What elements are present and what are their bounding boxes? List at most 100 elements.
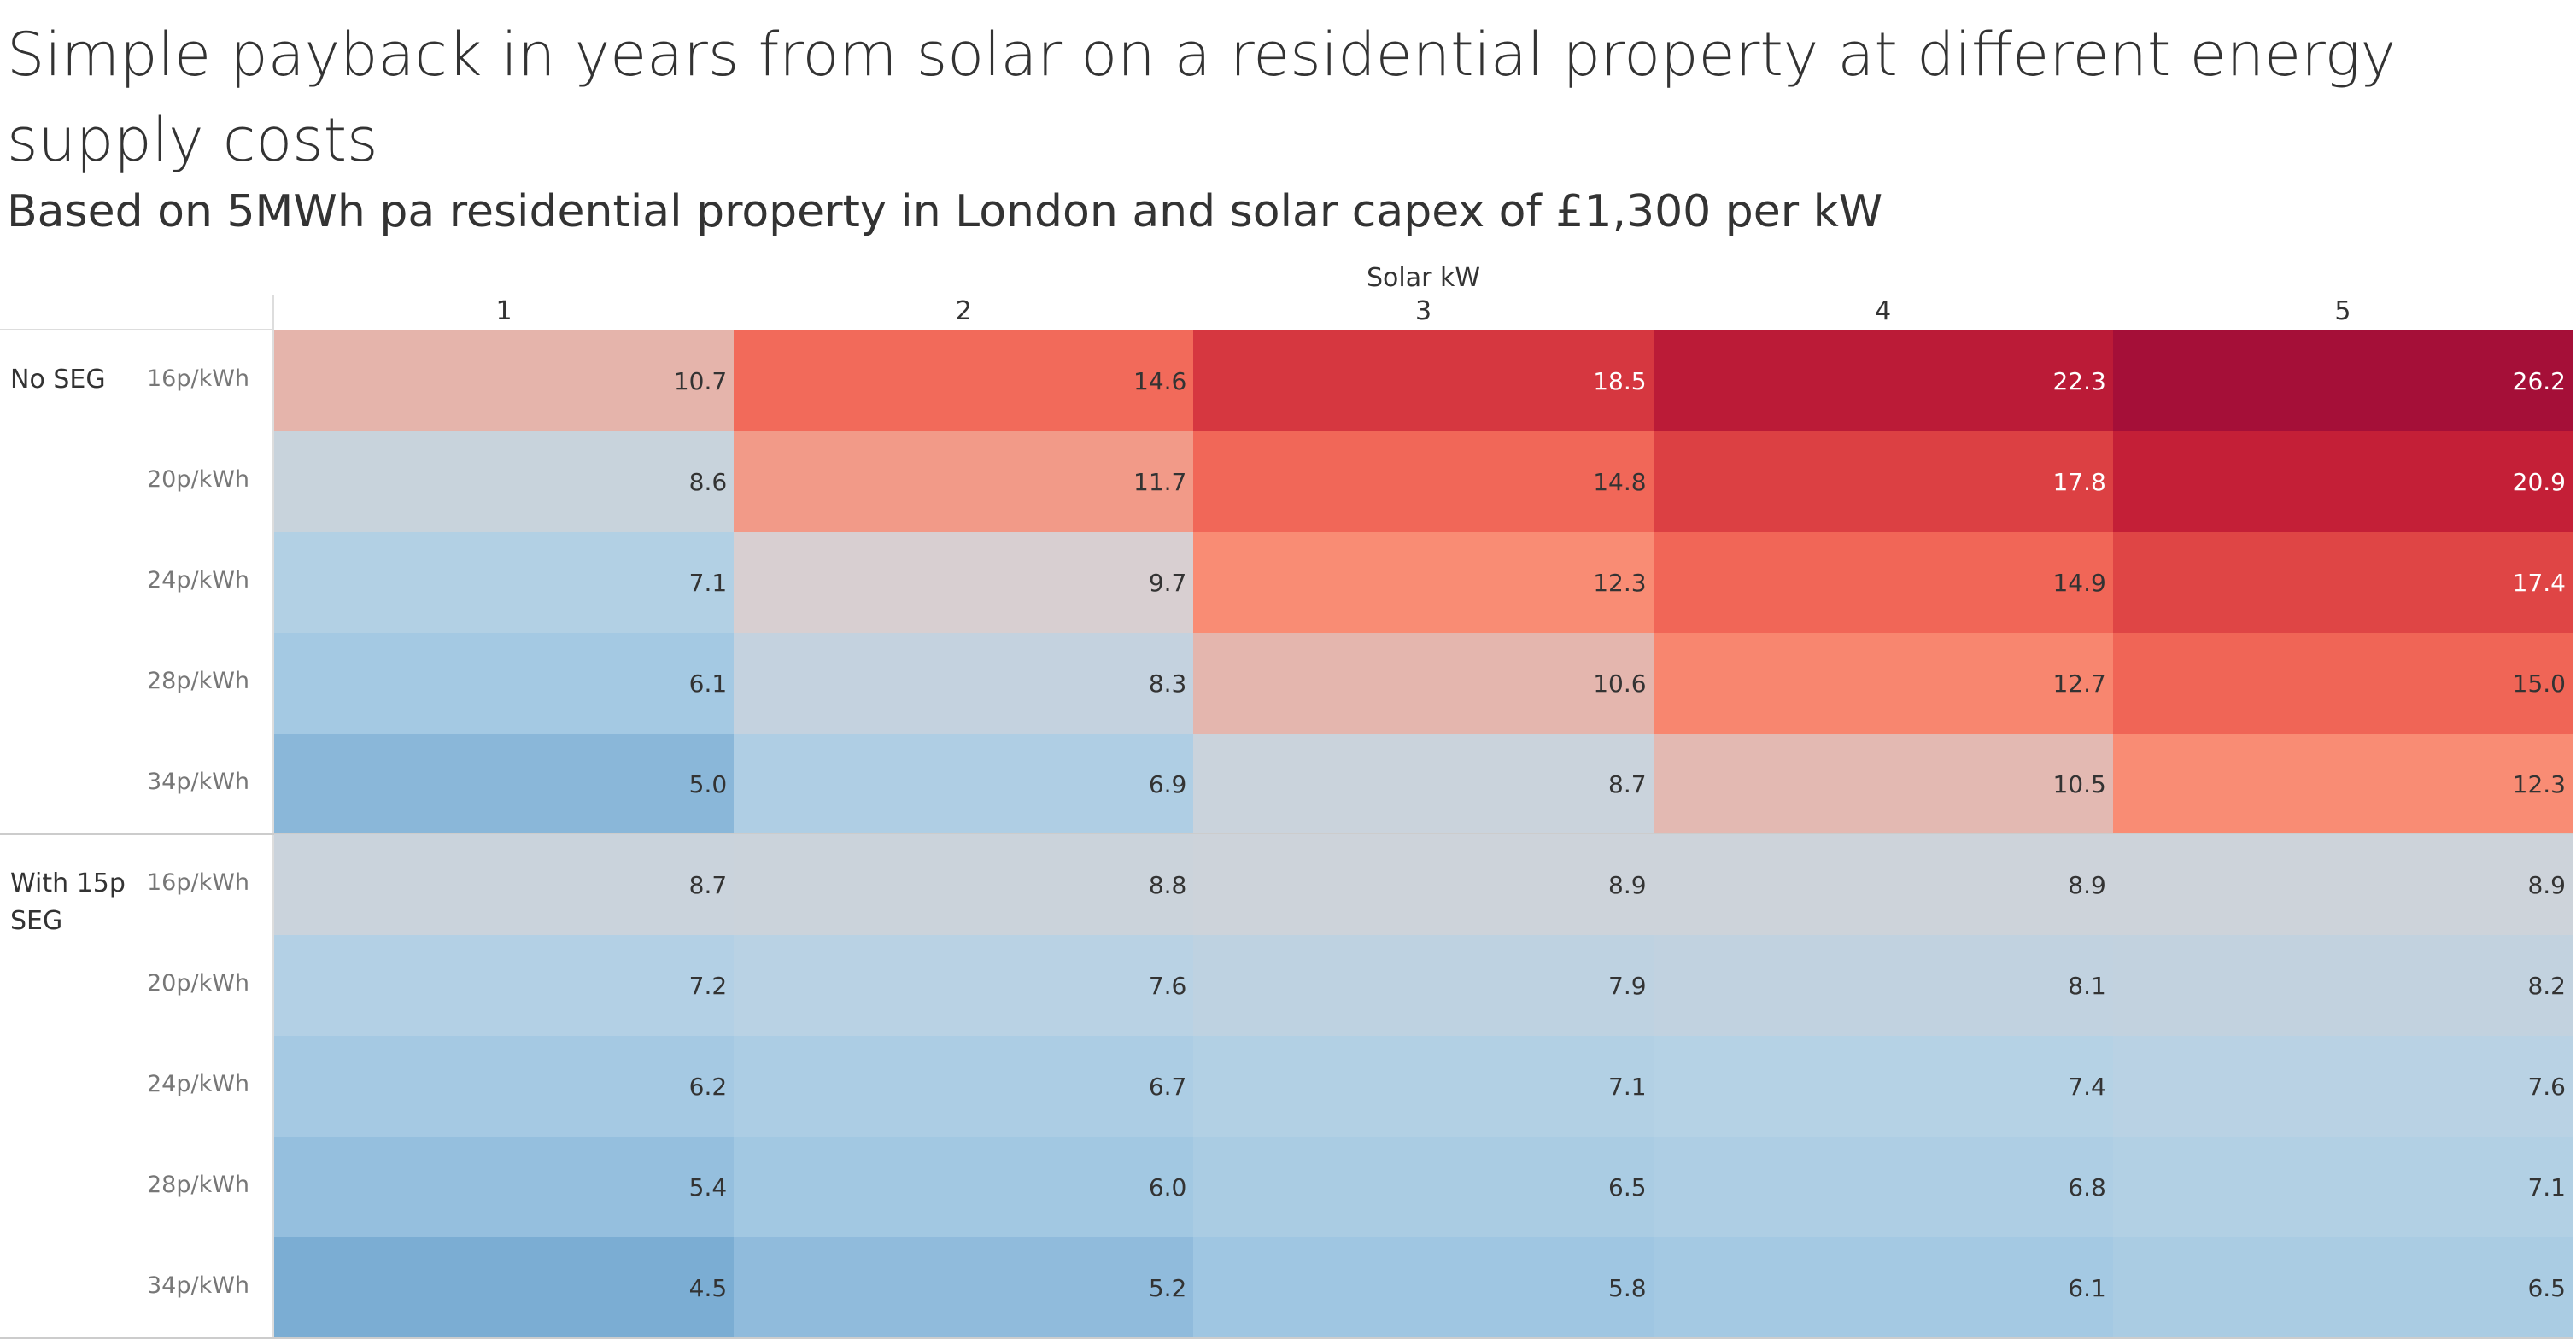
heatmap-cell: 5.8 <box>1193 1237 1654 1338</box>
value-label: 6.7 <box>1148 1072 1187 1101</box>
value-label: 5.8 <box>1608 1273 1647 1302</box>
heatmap-cell: 14.9 <box>1653 532 2113 633</box>
value-label: 12.3 <box>1593 568 1647 597</box>
value-label: 7.1 <box>1608 1072 1647 1101</box>
value-label: 6.0 <box>1148 1172 1187 1202</box>
value-label: 7.6 <box>1148 971 1187 1000</box>
column-header: 5 <box>2334 296 2351 326</box>
heatmap-cell: 6.1 <box>274 633 735 734</box>
heatmap-cell: 8.9 <box>1653 834 2113 935</box>
heatmap-cell: 7.6 <box>734 935 1194 1036</box>
heatmap-cell: 12.3 <box>2112 734 2573 834</box>
row-label: 34p/kWh <box>147 769 250 795</box>
heatmap-cell: 6.2 <box>274 1036 735 1137</box>
chart-title: Simple payback in years from solar on a … <box>7 20 2397 175</box>
row-label: 20p/kWh <box>147 466 250 493</box>
heatmap-cell: 7.1 <box>2112 1137 2573 1237</box>
value-label: 8.7 <box>688 870 728 899</box>
row-label: 24p/kWh <box>147 1071 250 1097</box>
value-label: 6.2 <box>688 1072 728 1101</box>
row-label: 16p/kWh <box>147 365 250 392</box>
heatmap-cell: 8.9 <box>1193 834 1654 935</box>
heatmap-cell: 15.0 <box>2112 633 2573 734</box>
heatmap-cell: 26.2 <box>2112 330 2573 431</box>
value-label: 20.9 <box>2512 467 2566 496</box>
value-label: 8.1 <box>2068 971 2106 1000</box>
column-header: 2 <box>955 296 972 326</box>
heatmap-cell: 11.7 <box>734 431 1194 532</box>
heatmap-cell: 7.1 <box>1193 1036 1654 1137</box>
value-label: 15.0 <box>2512 669 2566 698</box>
value-label: 17.8 <box>2052 467 2106 496</box>
value-label: 5.4 <box>688 1172 728 1202</box>
value-label: 17.4 <box>2512 568 2566 597</box>
heatmap-cell: 4.5 <box>274 1237 735 1338</box>
heatmap-cell: 6.5 <box>1193 1137 1654 1237</box>
value-label: 6.1 <box>688 669 728 698</box>
heatmap-cell: 7.1 <box>274 532 735 633</box>
heatmap-cell: 5.4 <box>274 1137 735 1237</box>
value-label: 12.7 <box>2052 669 2106 698</box>
value-label: 6.5 <box>1608 1172 1647 1202</box>
axis-line <box>272 295 274 1339</box>
value-label: 22.3 <box>2052 366 2106 395</box>
heatmap-cell: 8.9 <box>2112 834 2573 935</box>
heatmap-cell: 6.0 <box>734 1137 1194 1237</box>
heatmap-cell: 12.7 <box>1653 633 2113 734</box>
value-label: 7.2 <box>688 971 728 1000</box>
x-axis-label: Solar kW <box>1366 263 1481 293</box>
group-label: No SEG <box>10 365 106 395</box>
value-label: 8.9 <box>2527 870 2566 899</box>
value-label: 8.7 <box>1608 769 1647 798</box>
value-label: 7.4 <box>2068 1072 2106 1101</box>
chart-subtitle: Based on 5MWh pa residential property in… <box>7 186 1883 237</box>
row-label: 28p/kWh <box>147 1172 250 1198</box>
value-label: 8.9 <box>2068 870 2106 899</box>
heatmap-cell: 10.6 <box>1193 633 1654 734</box>
heatmap-cell: 12.3 <box>1193 532 1654 633</box>
row-label: 24p/kWh <box>147 567 250 593</box>
heatmap-cell: 6.8 <box>1653 1137 2113 1237</box>
value-label: 14.9 <box>2052 568 2106 597</box>
value-label: 12.3 <box>2512 769 2566 798</box>
heatmap-cell: 7.2 <box>274 935 735 1036</box>
value-label: 6.8 <box>2068 1172 2106 1202</box>
heatmap-cell: 17.8 <box>1653 431 2113 532</box>
value-label: 5.2 <box>1148 1273 1187 1302</box>
heatmap-cell: 7.6 <box>2112 1036 2573 1137</box>
heatmap-cell: 8.6 <box>274 431 735 532</box>
value-label: 7.1 <box>2527 1172 2566 1202</box>
heatmap-cell: 14.8 <box>1193 431 1654 532</box>
heatmap-cell: 7.4 <box>1653 1036 2113 1137</box>
value-label: 10.5 <box>2052 769 2106 798</box>
value-label: 8.2 <box>2527 971 2566 1000</box>
value-label: 9.7 <box>1148 568 1187 597</box>
value-label: 8.9 <box>1608 870 1647 899</box>
value-label: 8.8 <box>1148 870 1187 899</box>
heatmap-cell: 6.7 <box>734 1036 1194 1137</box>
heatmap-cell: 5.2 <box>734 1237 1194 1338</box>
heatmap-cell: 8.7 <box>274 834 735 935</box>
column-header: 1 <box>495 296 512 326</box>
row-label: 20p/kWh <box>147 970 250 997</box>
value-label: 26.2 <box>2512 366 2566 395</box>
value-label: 18.5 <box>1593 366 1647 395</box>
row-label: 34p/kWh <box>147 1272 250 1299</box>
heatmap-cell: 5.0 <box>274 734 735 834</box>
group-label: With 15p SEG <box>10 868 126 936</box>
value-label: 5.0 <box>688 769 728 798</box>
value-label: 10.6 <box>1593 669 1647 698</box>
heatmap-cell: 18.5 <box>1193 330 1654 431</box>
value-label: 7.1 <box>688 568 728 597</box>
heatmap-cell: 9.7 <box>734 532 1194 633</box>
column-header: 4 <box>1875 296 1892 326</box>
heatmap-cell: 8.8 <box>734 834 1194 935</box>
row-label: 28p/kWh <box>147 668 250 694</box>
heatmap-cell: 10.7 <box>274 330 735 431</box>
value-label: 8.6 <box>688 467 728 496</box>
column-header: 3 <box>1414 296 1432 326</box>
heatmap-cell: 14.6 <box>734 330 1194 431</box>
value-label: 7.9 <box>1608 971 1647 1000</box>
heatmap-cell: 8.1 <box>1653 935 2113 1036</box>
